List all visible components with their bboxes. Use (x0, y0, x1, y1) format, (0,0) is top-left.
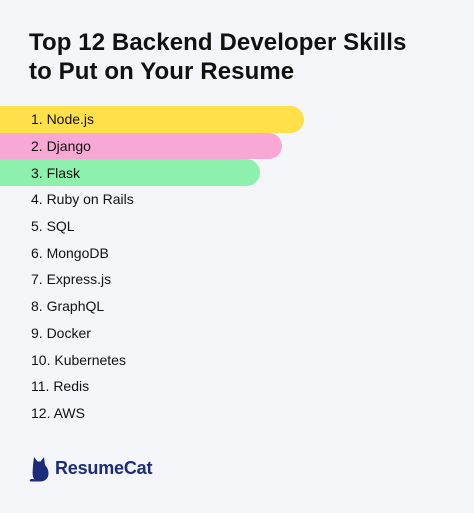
cat-logo-icon (29, 457, 49, 482)
page-title-line-1: Top 12 Backend Developer Skills (29, 29, 407, 56)
skills-list: 1. Node.js 2. Django 3. Flask 4. Ruby on… (0, 106, 304, 426)
skill-item-mongodb: 6. MongoDB (31, 244, 109, 261)
skill-item-docker: 9. Docker (31, 324, 91, 341)
page-title-line-2: to Put on Your Resume (29, 58, 295, 85)
page-title: Top 12 Backend Developer Skills to Put o… (29, 28, 459, 86)
skill-item-graphql: 8. GraphQL (31, 298, 105, 315)
brand-name: ResumeCat (55, 457, 153, 478)
skill-item-flask: 3. Flask (0, 159, 260, 187)
skill-item-ruby-on-rails: 4. Ruby on Rails (31, 191, 134, 208)
skill-item-kubernetes: 10. Kubernetes (31, 351, 126, 368)
brand-logo: ResumeCat (29, 454, 152, 482)
skill-item-expressjs: 7. Express.js (31, 271, 112, 288)
skill-item-django: 2. Django (0, 132, 282, 160)
skill-item-nodejs: 1. Node.js (0, 106, 304, 133)
skill-item-redis: 11. Redis (31, 378, 90, 395)
skill-item-sql: 5. SQL (31, 218, 75, 235)
skill-item-aws: 12. AWS (31, 404, 85, 421)
